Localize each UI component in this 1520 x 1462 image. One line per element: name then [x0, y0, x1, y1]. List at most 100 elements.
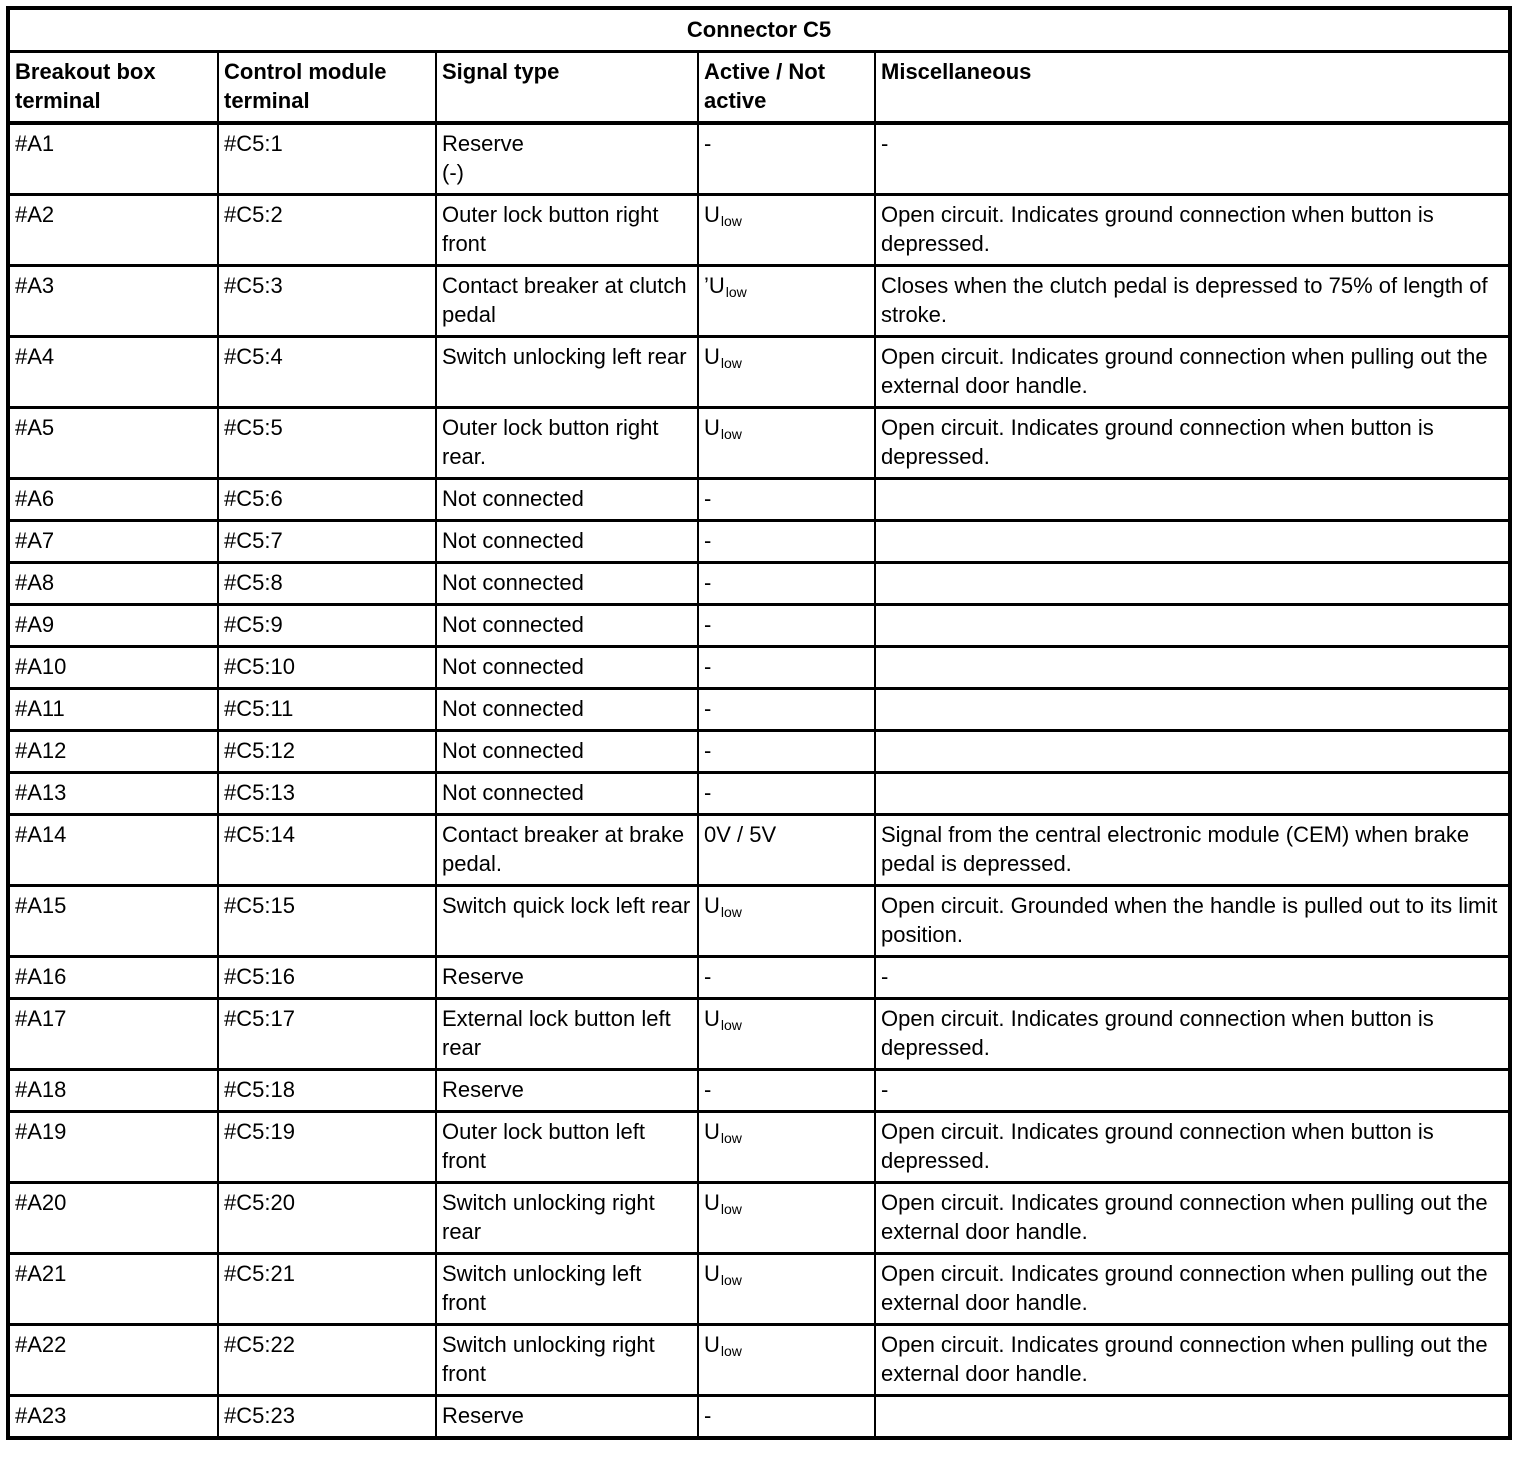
- cell-control-module-terminal: #C5:16: [217, 955, 437, 1000]
- cell-control-module-terminal: #C5:3: [217, 264, 437, 338]
- cell-active-not-active: -: [697, 1068, 876, 1113]
- active-value: U: [704, 1261, 720, 1286]
- table-row: #A6 #C5:6 Not connected -: [7, 477, 1511, 522]
- active-subscript: low: [720, 1343, 742, 1359]
- active-value: U: [704, 202, 720, 227]
- cell-miscellaneous: [874, 687, 1511, 732]
- cell-miscellaneous: Signal from the central electronic modul…: [874, 813, 1511, 887]
- table-row: #A11 #C5:11 Not connected -: [7, 687, 1511, 732]
- active-value: -: [704, 486, 712, 511]
- active-value: U: [704, 1190, 720, 1215]
- column-header-breakout-box-terminal: Breakout box terminal: [7, 50, 219, 125]
- table-row: #A13 #C5:13 Not connected -: [7, 771, 1511, 816]
- cell-signal-type: Outer lock button right rear.: [435, 406, 699, 480]
- table-row: #A5 #C5:5 Outer lock button right rear. …: [7, 406, 1511, 480]
- cell-control-module-terminal: #C5:19: [217, 1110, 437, 1184]
- cell-miscellaneous: Open circuit. Indicates ground connectio…: [874, 1323, 1511, 1397]
- connector-c5-table: Connector C5 Breakout box terminal Contr…: [6, 6, 1512, 1440]
- active-value: 0V / 5V: [704, 822, 777, 847]
- cell-miscellaneous: Open circuit. Indicates ground connectio…: [874, 335, 1511, 409]
- cell-breakout-box-terminal: #A20: [7, 1181, 219, 1255]
- cell-signal-type: Reserve (-): [435, 121, 699, 196]
- cell-signal-type: Reserve: [435, 1068, 699, 1113]
- cell-breakout-box-terminal: #A6: [7, 477, 219, 522]
- cell-signal-type: Not connected: [435, 687, 699, 732]
- cell-control-module-terminal: #C5:6: [217, 477, 437, 522]
- column-header-signal-type: Signal type: [435, 50, 699, 125]
- active-value: -: [704, 1403, 712, 1428]
- table-row: #A4 #C5:4 Switch unlocking left rear Ulo…: [7, 335, 1511, 409]
- cell-active-not-active: -: [697, 477, 876, 522]
- cell-miscellaneous: [874, 477, 1511, 522]
- active-value: -: [704, 964, 712, 989]
- cell-control-module-terminal: #C5:15: [217, 884, 437, 958]
- table-row: #A7 #C5:7 Not connected -: [7, 519, 1511, 564]
- cell-active-not-active: 0V / 5V: [697, 813, 876, 887]
- cell-active-not-active: Ulow: [697, 884, 876, 958]
- cell-control-module-terminal: #C5:1: [217, 121, 437, 196]
- table-row: #A2 #C5:2 Outer lock button right front …: [7, 193, 1511, 267]
- table-header-row: Breakout box terminal Control module ter…: [7, 50, 1511, 125]
- cell-control-module-terminal: #C5:5: [217, 406, 437, 480]
- cell-miscellaneous: Open circuit. Indicates ground connectio…: [874, 406, 1511, 480]
- active-value: ’U: [704, 273, 725, 298]
- cell-miscellaneous: Open circuit. Indicates ground connectio…: [874, 1110, 1511, 1184]
- cell-control-module-terminal: #C5:2: [217, 193, 437, 267]
- active-value: -: [704, 738, 712, 763]
- cell-signal-type: Outer lock button right front: [435, 193, 699, 267]
- cell-control-module-terminal: #C5:7: [217, 519, 437, 564]
- active-value: -: [704, 780, 712, 805]
- cell-miscellaneous: Open circuit. Indicates ground connectio…: [874, 193, 1511, 267]
- cell-control-module-terminal: #C5:18: [217, 1068, 437, 1113]
- active-subscript: low: [720, 426, 742, 442]
- cell-miscellaneous: [874, 561, 1511, 606]
- active-subscript: low: [720, 904, 742, 920]
- table-row: #A19 #C5:19 Outer lock button left front…: [7, 1110, 1511, 1184]
- table-row: #A14 #C5:14 Contact breaker at brake ped…: [7, 813, 1511, 887]
- active-value: -: [704, 612, 712, 637]
- active-value: U: [704, 344, 720, 369]
- cell-control-module-terminal: #C5:10: [217, 645, 437, 690]
- cell-active-not-active: Ulow: [697, 1110, 876, 1184]
- cell-control-module-terminal: #C5:13: [217, 771, 437, 816]
- active-value: U: [704, 893, 720, 918]
- column-header-active-not-active: Active / Not active: [697, 50, 876, 125]
- cell-active-not-active: -: [697, 561, 876, 606]
- cell-breakout-box-terminal: #A9: [7, 603, 219, 648]
- cell-breakout-box-terminal: #A14: [7, 813, 219, 887]
- cell-active-not-active: Ulow: [697, 193, 876, 267]
- cell-signal-type: Not connected: [435, 519, 699, 564]
- cell-control-module-terminal: #C5:9: [217, 603, 437, 648]
- cell-signal-type: Contact breaker at clutch pedal: [435, 264, 699, 338]
- cell-breakout-box-terminal: #A7: [7, 519, 219, 564]
- cell-active-not-active: Ulow: [697, 1323, 876, 1397]
- table-row: #A8 #C5:8 Not connected -: [7, 561, 1511, 606]
- cell-breakout-box-terminal: #A16: [7, 955, 219, 1000]
- cell-signal-type: Not connected: [435, 729, 699, 774]
- cell-breakout-box-terminal: #A1: [7, 121, 219, 196]
- cell-breakout-box-terminal: #A15: [7, 884, 219, 958]
- active-value: U: [704, 1332, 720, 1357]
- cell-breakout-box-terminal: #A21: [7, 1252, 219, 1326]
- cell-signal-type: Switch unlocking right rear: [435, 1181, 699, 1255]
- cell-miscellaneous: -: [874, 955, 1511, 1000]
- cell-active-not-active: Ulow: [697, 335, 876, 409]
- table-title: Connector C5: [7, 7, 1511, 53]
- active-subscript: low: [720, 355, 742, 371]
- active-value: -: [704, 528, 712, 553]
- cell-signal-type: Outer lock button left front: [435, 1110, 699, 1184]
- cell-signal-type: Not connected: [435, 645, 699, 690]
- cell-breakout-box-terminal: #A3: [7, 264, 219, 338]
- table-row: #A21 #C5:21 Switch unlocking left front …: [7, 1252, 1511, 1326]
- cell-miscellaneous: Open circuit. Indicates ground connectio…: [874, 997, 1511, 1071]
- cell-active-not-active: -: [697, 955, 876, 1000]
- cell-signal-type: External lock button left rear: [435, 997, 699, 1071]
- cell-active-not-active: -: [697, 729, 876, 774]
- active-value: -: [704, 696, 712, 721]
- table-row: #A18 #C5:18 Reserve - -: [7, 1068, 1511, 1113]
- cell-control-module-terminal: #C5:8: [217, 561, 437, 606]
- cell-breakout-box-terminal: #A22: [7, 1323, 219, 1397]
- cell-control-module-terminal: #C5:22: [217, 1323, 437, 1397]
- table-title-row: Connector C5: [7, 7, 1511, 53]
